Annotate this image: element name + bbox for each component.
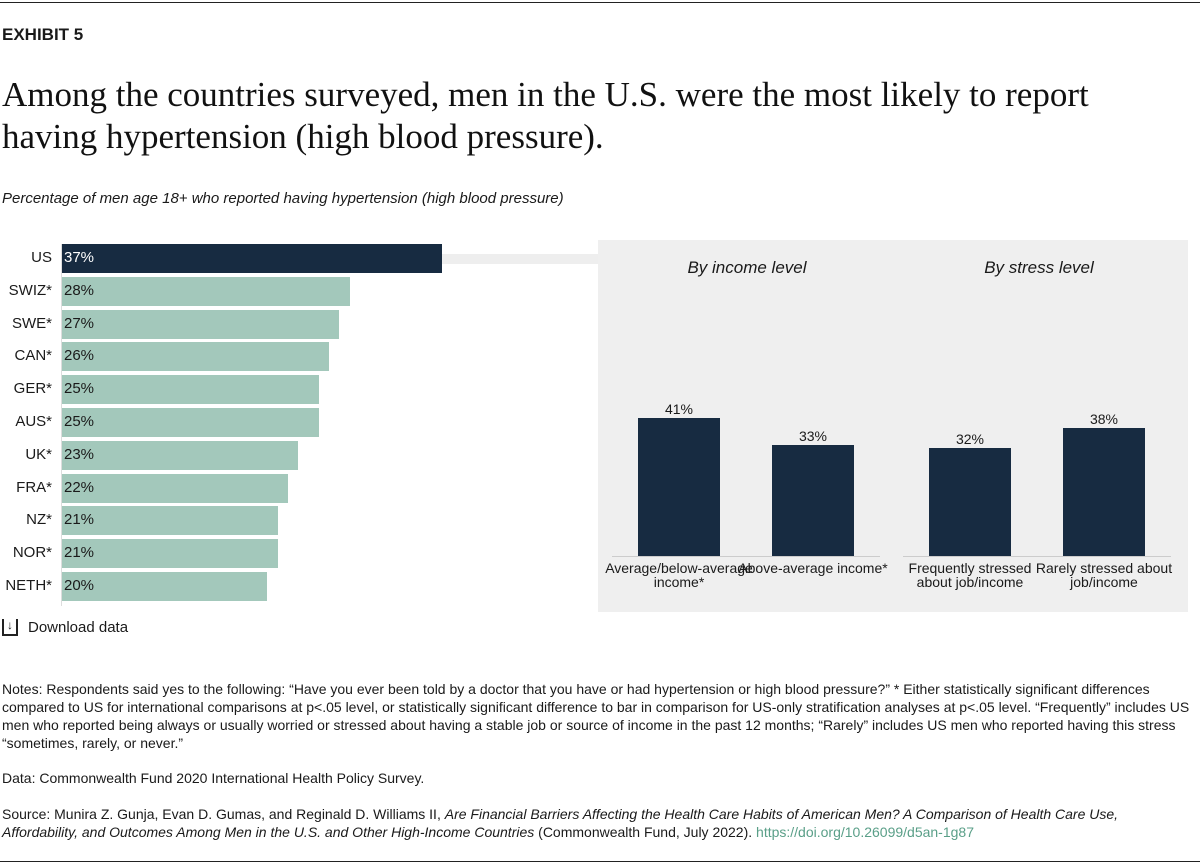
panel-category-label: Above-average income* xyxy=(738,560,888,576)
country-label: SWE* xyxy=(11,314,52,332)
baseline-stress xyxy=(903,556,1171,557)
panel-bar xyxy=(929,448,1011,556)
panel-bar-value: 32% xyxy=(955,431,985,448)
bar-value-label: 26% xyxy=(64,347,95,365)
bar-value-label: 37% xyxy=(64,249,95,266)
panel-category-label: Average/below-average income* xyxy=(605,560,753,590)
panel-bar-value: 38% xyxy=(1089,411,1119,428)
country-label: FRA* xyxy=(16,478,52,496)
bar-value-label: 22% xyxy=(64,478,95,496)
country-label: NOR* xyxy=(12,544,52,562)
chart-title: Among the countries surveyed, men in the… xyxy=(2,75,1089,156)
bar-value-label: 21% xyxy=(64,544,95,562)
panel-bar-value: 41% xyxy=(664,401,694,417)
doi-link[interactable]: https://doi.org/10.26099/d5an-1g87 xyxy=(756,824,974,840)
bar-value-label: 25% xyxy=(64,380,95,398)
bar-value-label: 27% xyxy=(64,314,95,332)
bar-can xyxy=(62,342,330,372)
country-label: NZ* xyxy=(26,511,52,529)
bar-us xyxy=(62,244,442,273)
country-label: GER* xyxy=(13,380,52,398)
connector xyxy=(442,254,598,264)
bar-value-label: 20% xyxy=(64,577,95,594)
top-rule xyxy=(0,2,1200,3)
bar-uk xyxy=(62,440,299,470)
bar-nz xyxy=(62,506,278,536)
panel-title-income: By income level xyxy=(687,258,807,277)
panel-bar xyxy=(638,418,720,556)
download-data-button[interactable]: ↓ Download data xyxy=(2,619,128,636)
notes: Notes: Respondents said yes to the follo… xyxy=(2,681,1190,751)
bar-value-label: 28% xyxy=(64,281,95,299)
data-source: Data: Commonwealth Fund 2020 Internation… xyxy=(2,770,425,786)
source-prefix: Source: Munira Z. Gunja, Evan D. Gumas, … xyxy=(2,806,445,822)
exhibit-label: EXHIBIT 5 xyxy=(2,25,84,44)
panel-category-label: Frequently stressed about job/income xyxy=(908,560,1032,590)
bar-swe xyxy=(62,309,340,339)
country-label: UK* xyxy=(25,445,52,463)
chart-subtitle: Percentage of men age 18+ who reported h… xyxy=(2,190,564,207)
country-label: AUS* xyxy=(15,413,52,430)
bar-nor xyxy=(62,539,278,569)
source-suffix: (Commonwealth Fund, July 2022). xyxy=(534,824,757,840)
country-label: CAN* xyxy=(14,347,52,365)
source-title: Are Financial Barriers Affecting the Hea… xyxy=(2,806,1119,840)
country-label: NETH* xyxy=(5,577,52,594)
panel-bar xyxy=(772,444,854,556)
bar-ger xyxy=(62,375,319,405)
bar-value-label: 21% xyxy=(64,511,95,529)
axis-line xyxy=(61,244,62,606)
download-icon: ↓ xyxy=(2,619,18,636)
bar-neth xyxy=(62,572,268,601)
bar-value-label: 23% xyxy=(64,445,95,463)
panel-category-label: Rarely stressed about job/income xyxy=(1035,560,1173,590)
panel-bar-value: 33% xyxy=(798,427,828,444)
panel-bar xyxy=(1063,428,1145,556)
bottom-rule xyxy=(0,861,1200,862)
panel-title-stress: By stress level xyxy=(984,258,1094,277)
download-label: Download data xyxy=(28,619,129,636)
bar-value-label: 25% xyxy=(64,413,95,430)
bar-aus xyxy=(62,408,319,437)
baseline-income xyxy=(612,556,880,557)
country-label: US xyxy=(31,249,52,266)
source-citation: Source: Munira Z. Gunja, Evan D. Gumas, … xyxy=(2,805,1192,841)
bar-fra xyxy=(62,473,288,503)
country-label: SWIZ* xyxy=(8,281,52,299)
bar-swiz xyxy=(62,276,350,306)
